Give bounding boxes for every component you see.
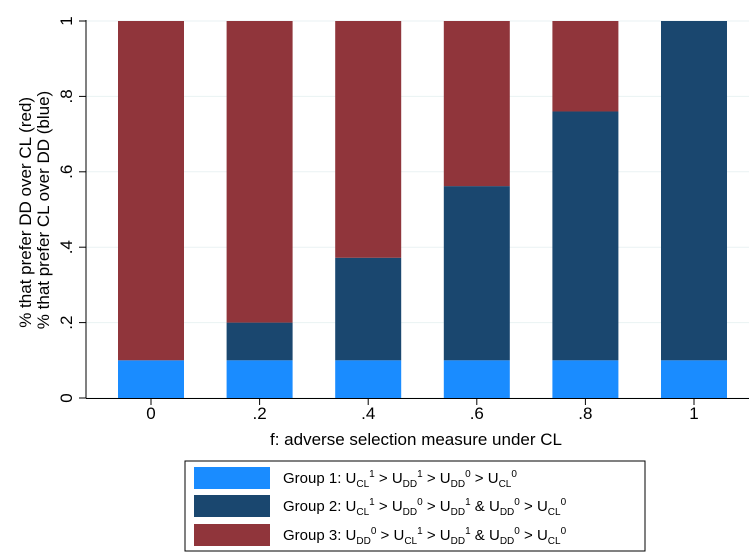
- bar-segment-group3: [118, 21, 184, 361]
- bar-segment-group1: [552, 360, 619, 398]
- legend-swatch-group2: [194, 495, 270, 517]
- x-axis-title: f: adverse selection measure under CL: [270, 430, 562, 449]
- bar-segment-group1: [335, 360, 402, 398]
- bar-segment-group1: [118, 360, 184, 398]
- x-tick-label: .2: [253, 404, 267, 423]
- x-tick-label: 0: [146, 404, 155, 423]
- bar-segment-group2: [661, 21, 727, 361]
- y-axis-title: % that prefer DD over CL (red) % that pr…: [16, 91, 53, 329]
- legend-label-group2: Group 2: UCL1 > UDD0 > UDD1 & UDD0 > UCL…: [283, 497, 567, 518]
- y-axis-title-line-2: % that prefer CL over DD (blue): [34, 91, 53, 329]
- bar-segment-group1: [661, 360, 727, 398]
- legend: Group 1: UCL1 > UDD1 > UDD0 > UCL0 Group …: [184, 460, 646, 552]
- x-tick-label: .8: [578, 404, 592, 423]
- x-tick-label: .6: [470, 404, 484, 423]
- legend-swatch-group3: [194, 524, 270, 546]
- y-axis-title-line-1: % that prefer DD over CL (red): [16, 97, 35, 328]
- x-tick-label: 1: [689, 404, 698, 423]
- bar-segment-group2: [335, 257, 402, 361]
- bars: [118, 21, 727, 398]
- legend-label-group3: Group 3: UDD0 > UCL1 > UDD1 & UDD0 > UCL…: [283, 526, 567, 547]
- bar-segment-group3: [226, 21, 293, 323]
- legend-swatch-group1: [194, 467, 270, 489]
- bar-segment-group3: [335, 21, 402, 258]
- bar-segment-group1: [226, 360, 293, 398]
- y-tick-label: .8: [57, 89, 76, 103]
- bar-segment-group3: [443, 21, 510, 187]
- y-tick-label: .2: [57, 316, 76, 330]
- bar-segment-group1: [443, 360, 510, 398]
- bar-segment-group3: [552, 21, 619, 112]
- y-tick-label: 0: [57, 393, 76, 402]
- bar-segment-group2: [226, 322, 293, 361]
- axes: 0 .2 .4 .6 .8 1 0 .2 .4 .6 .8 1: [57, 16, 749, 423]
- y-tick-label: .6: [57, 165, 76, 179]
- bar-segment-group2: [552, 111, 619, 361]
- x-tick-label: .4: [361, 404, 375, 423]
- y-tick-label: .4: [57, 240, 76, 254]
- plot-area: [86, 0, 749, 400]
- bar-segment-group2: [443, 186, 510, 361]
- legend-label-group1: Group 1: UCL1 > UDD1 > UDD0 > UCL0: [283, 469, 517, 490]
- y-tick-label: 1: [57, 16, 76, 25]
